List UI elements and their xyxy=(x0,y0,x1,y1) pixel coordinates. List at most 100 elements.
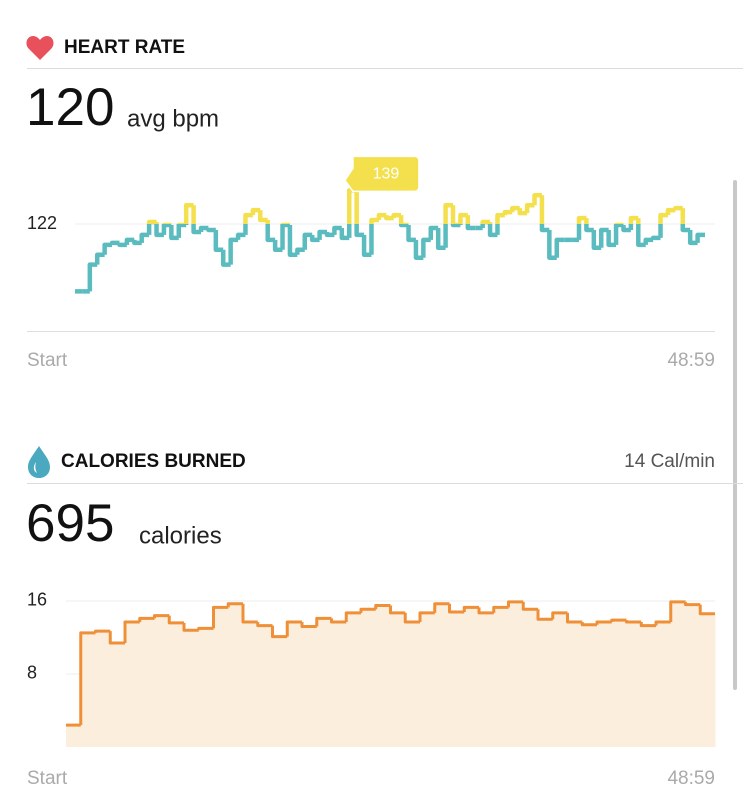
area-segment xyxy=(434,603,450,747)
area-segment xyxy=(611,620,627,747)
line-segment xyxy=(595,620,612,625)
line-segment xyxy=(465,215,476,231)
line-segment xyxy=(613,222,624,245)
line-segment xyxy=(628,215,639,230)
line-segment xyxy=(206,227,216,233)
area-segment xyxy=(626,621,642,747)
line-segment xyxy=(102,242,113,255)
line-segment xyxy=(212,605,229,629)
line-segment xyxy=(213,229,224,253)
line-segment xyxy=(658,212,668,238)
line-segment xyxy=(161,222,172,235)
y-tick-label: 8 xyxy=(27,663,37,683)
line-segment xyxy=(182,622,199,632)
line-segment xyxy=(265,220,276,243)
area-segment xyxy=(641,625,657,747)
line-segment xyxy=(687,229,698,246)
line-segment xyxy=(669,600,686,622)
line-segment xyxy=(374,604,391,610)
area-segment xyxy=(66,725,82,747)
line-segment xyxy=(167,615,184,625)
line-segment xyxy=(226,602,243,608)
area-segment xyxy=(523,609,539,747)
line-segment xyxy=(435,227,446,251)
line-segment xyxy=(344,611,361,622)
line-segment xyxy=(153,614,170,619)
line-segment xyxy=(354,190,365,238)
area-segment xyxy=(508,601,524,747)
line-segment xyxy=(359,607,376,613)
line-segment xyxy=(315,616,332,627)
area-segment xyxy=(670,601,686,747)
line-segment xyxy=(551,611,568,620)
annotation-bubble xyxy=(344,155,420,193)
summary-value: 695 xyxy=(26,494,114,553)
area-segment xyxy=(331,621,347,747)
area-segment xyxy=(272,636,288,747)
line-segment xyxy=(643,237,654,245)
line-segment xyxy=(584,218,594,233)
line-segment xyxy=(433,602,450,613)
line-segment xyxy=(502,209,513,216)
line-segment xyxy=(176,222,187,238)
x-end-label: 48:59 xyxy=(667,350,715,371)
area-segment xyxy=(479,612,495,747)
line-segment xyxy=(369,217,379,255)
line-segment xyxy=(566,612,583,624)
line-segment xyxy=(169,225,179,241)
line-segment xyxy=(487,222,498,238)
line-segment xyxy=(680,208,691,233)
area-segment xyxy=(139,618,155,747)
line-segment xyxy=(428,225,439,240)
section-title: HEART RATE xyxy=(64,37,185,58)
line-segment xyxy=(450,205,461,228)
summary-unit: calories xyxy=(139,522,222,549)
line-segment xyxy=(317,229,327,240)
line-segment xyxy=(79,631,96,726)
line-segment xyxy=(695,232,705,243)
peak-annotation: 139 xyxy=(344,155,420,193)
line-segment xyxy=(673,205,683,211)
line-segment xyxy=(272,239,283,253)
area-segment xyxy=(390,612,406,747)
line-segment xyxy=(418,611,435,622)
line-segment xyxy=(384,215,394,221)
line-segment xyxy=(183,202,194,226)
area-segment xyxy=(302,626,318,747)
line-segment xyxy=(554,237,565,258)
area-segment xyxy=(346,612,362,747)
line-segment xyxy=(146,219,157,235)
line-segment xyxy=(591,229,602,251)
area-segment xyxy=(582,624,598,747)
line-segment xyxy=(495,212,505,235)
section-title: CALORIES BURNED xyxy=(61,451,246,472)
line-segment xyxy=(598,227,609,248)
line-segment xyxy=(698,604,715,616)
line-segment xyxy=(413,239,424,260)
line-segment xyxy=(285,620,302,637)
line-segment xyxy=(480,219,491,228)
line-segment xyxy=(458,212,468,226)
area-segment xyxy=(567,621,583,747)
line-segment xyxy=(339,227,350,241)
area-segment xyxy=(405,621,421,747)
line-segment xyxy=(139,232,150,243)
area-segment xyxy=(493,607,509,747)
summary-value: 120 xyxy=(26,78,114,137)
line-segment xyxy=(650,235,661,241)
annotation-label: 139 xyxy=(373,166,400,183)
line-segment xyxy=(250,207,261,216)
line-segment xyxy=(391,212,402,219)
drop-icon-highlight xyxy=(33,462,37,473)
line-segment xyxy=(580,621,597,627)
line-segment xyxy=(94,252,105,265)
line-segment xyxy=(300,621,317,629)
line-segment xyxy=(576,215,587,240)
line-segment xyxy=(524,202,535,214)
line-segment xyxy=(532,193,542,206)
line-segment xyxy=(389,605,406,615)
line-segment xyxy=(507,600,524,608)
line-segment xyxy=(477,607,494,615)
area-segment xyxy=(80,632,96,747)
